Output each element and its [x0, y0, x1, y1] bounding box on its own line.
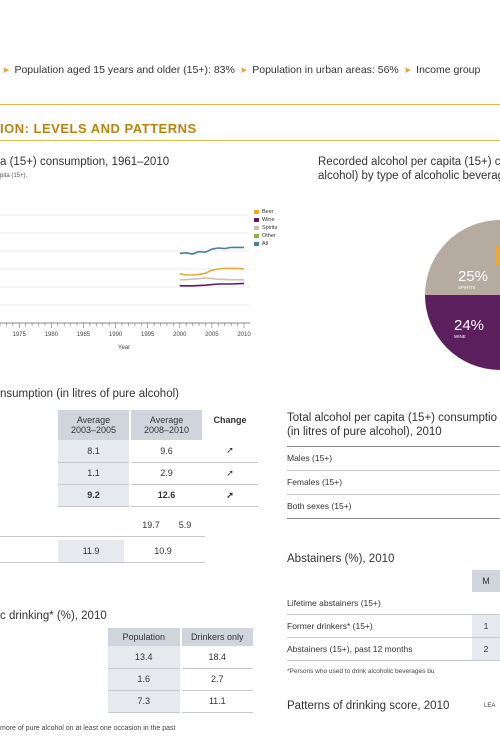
patterns-scale-label: LEA — [484, 703, 496, 709]
column-header: Change — [213, 415, 247, 425]
table-row: 7.3 11.1 — [108, 690, 253, 712]
total-alcohol-title-line2: (in litres of pure alcohol), 2010 — [287, 426, 442, 438]
divider — [0, 104, 500, 105]
x-tick-label: 1975 — [13, 332, 27, 338]
pie-chart-title-line1: Recorded alcohol per capita (15+) c — [318, 156, 500, 168]
table-row: 1.6 2.7 — [108, 668, 253, 690]
trend-chart-title: a (15+) consumption, 1961–2010 — [0, 156, 170, 168]
legend-item-other: Other — [254, 232, 277, 240]
section-title: ION: LEVELS AND PATTERNS — [0, 121, 197, 136]
column-header: M — [472, 570, 500, 592]
legend-item-spirits: Spirits — [254, 224, 277, 232]
table-row: 19.7 5.9 — [0, 516, 205, 537]
pie-slice-beer-edge — [496, 245, 500, 265]
info-urban-population: Population in urban areas: 56% — [252, 64, 399, 76]
abstainers-title: Abstainers (%), 2010 — [287, 553, 395, 565]
table-row: 8.1 9.6 ➚ — [58, 440, 258, 462]
country-info-bar: ➤ Population aged 15 years and older (15… — [0, 64, 480, 76]
x-tick-label: 1985 — [77, 332, 91, 338]
list-item: Abstainers (15+), past 12 months 2 — [287, 638, 500, 661]
legend-item-wine: Wine — [254, 216, 277, 224]
consumption-table-title: nsumption (in litres of pure alcohol) — [0, 388, 179, 400]
list-item: Former drinkers* (15+) 1 — [287, 615, 500, 638]
table-row: 13.4 18.4 — [108, 646, 253, 668]
divider — [0, 140, 500, 141]
pie-label-wine: WINE — [454, 334, 466, 339]
series-line-beer — [179, 267, 245, 276]
trend-up-icon: ➚ — [226, 445, 234, 456]
list-item: Lifetime abstainers (15+) — [287, 592, 500, 615]
pie-label-spirits: SPIRITS — [458, 285, 476, 290]
heavy-drinking-footnote: more of pure alcohol on at least one occ… — [0, 725, 176, 732]
arrow-right-icon: ➤ — [239, 65, 248, 75]
pie-label-wine-value: 24% — [454, 317, 484, 334]
pie-slice-wine — [425, 295, 500, 370]
x-tick-label: 1990 — [109, 332, 123, 338]
pie-slice-spirits — [425, 220, 500, 295]
trend-line-chart: 1975 1980 1985 1990 1995 2000 2005 2010 — [0, 214, 251, 338]
consumption-table: Average 2003–2005 Average 2008–2010 Chan… — [58, 410, 258, 507]
trend-up-icon: ➚ — [226, 467, 234, 478]
info-income-group: Income group — [416, 64, 481, 76]
column-header: Average 2008–2010 — [130, 410, 203, 440]
series-line-wine — [179, 282, 245, 287]
beverage-pie-chart: 25% SPIRITS 24% WINE — [425, 220, 500, 370]
legend-item-beer: Beer — [254, 208, 277, 216]
total-alcohol-title-line1: Total alcohol per capita (15+) consumpti… — [287, 412, 497, 424]
x-axis-label: Year — [118, 345, 131, 351]
trend-legend: Beer Wine Spirits Other All — [254, 208, 277, 248]
pie-label-spirits-value: 25% — [458, 268, 488, 285]
abstainers-list: Lifetime abstainers (15+) Former drinker… — [287, 592, 500, 661]
table-row: 9.2 12.6 ➚ — [58, 484, 258, 506]
x-tick-label: 2010 — [237, 332, 251, 338]
column-header: Average 2003–2005 — [58, 410, 132, 440]
series-line-spirits — [179, 277, 244, 281]
legend-item-all: All — [254, 240, 277, 248]
column-header: Population — [108, 628, 182, 646]
list-item: Females (15+) — [287, 471, 500, 495]
x-tick-label: 1995 — [141, 332, 155, 338]
x-tick-label: 2005 — [205, 332, 219, 338]
heavy-drinking-table: Population Drinkers only 13.4 18.4 1.6 2… — [108, 628, 253, 713]
list-item: Males (15+) — [287, 447, 500, 471]
patterns-title: Patterns of drinking score, 2010 — [287, 700, 450, 712]
trend-up-icon: ➚ — [226, 489, 234, 500]
info-population-15plus: Population aged 15 years and older (15+)… — [14, 64, 235, 76]
column-header: Drinkers only — [180, 628, 253, 646]
arrow-right-icon: ➤ — [403, 65, 412, 75]
pie-chart-title-line2: alcohol) by type of alcoholic beverag — [318, 170, 500, 182]
table-row: 1.1 2.9 ➚ — [58, 462, 258, 484]
trend-chart-note: pita (15+). — [0, 173, 28, 179]
abstainers-footnote: *Persons who used to drink alcoholic bev… — [287, 668, 435, 675]
series-line-all — [179, 246, 244, 255]
x-tick-label: 1980 — [45, 332, 59, 338]
table-row: 11.9 10.9 — [0, 540, 205, 563]
x-tick-label: 2000 — [173, 332, 187, 338]
heavy-drinking-title: c drinking* (%), 2010 — [0, 610, 107, 622]
arrow-right-icon: ➤ — [2, 65, 10, 75]
total-alcohol-list: Males (15+) Females (15+) Both sexes (15… — [287, 446, 500, 519]
list-item: Both sexes (15+) — [287, 495, 500, 519]
